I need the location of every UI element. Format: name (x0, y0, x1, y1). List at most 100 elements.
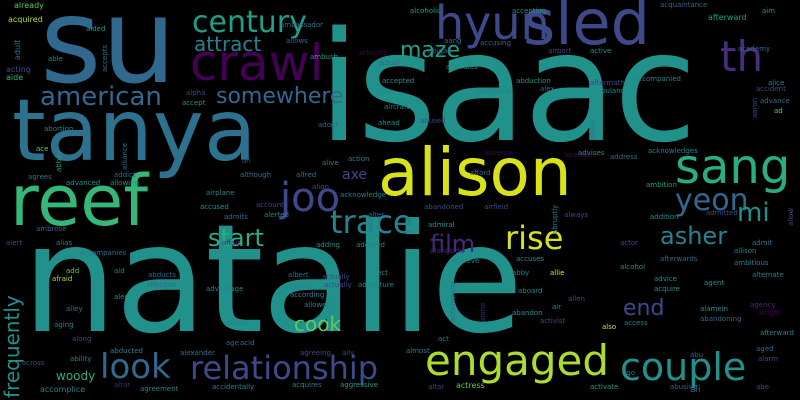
word-able: able (48, 55, 63, 63)
word-alternate: alternate (752, 271, 784, 279)
word-allowing: allowing (110, 179, 140, 187)
word-affection: affection (146, 281, 177, 289)
word-adding: adding (316, 241, 341, 249)
word-actor: actor (620, 239, 639, 247)
word-film: film (430, 230, 476, 258)
word-adopt: adopt (318, 121, 339, 129)
word-ambition: ambition (646, 181, 677, 189)
word-air: air (552, 303, 562, 311)
word-alcoholic: alcoholic (410, 7, 441, 15)
word-afford: afford (470, 169, 491, 177)
word-ambulance: ambulance (590, 87, 629, 95)
word-action: action (348, 155, 370, 163)
word-attract: attract (194, 32, 262, 56)
word-almost: almost (406, 347, 430, 355)
word-abu: abu (690, 351, 704, 359)
word-agrees: agrees (28, 173, 52, 181)
word-alliance: alliance (121, 142, 129, 170)
word-activates: activates (446, 63, 478, 71)
word-aaron: aaron (751, 97, 759, 118)
word-according: according (290, 291, 325, 299)
word-abducts: abducts (148, 271, 176, 279)
word-abusive: abusive (670, 383, 698, 391)
word-accompanies: accompanies (80, 249, 127, 257)
word-afraid: afraid (52, 275, 73, 283)
word-acquired: acquired (8, 15, 43, 24)
word-aged: aged (756, 345, 774, 353)
word-ambassador: ambassador (280, 21, 324, 29)
word-accused: accused (200, 203, 229, 211)
word-ace: ace (36, 145, 49, 153)
word-accepted: accepted (382, 77, 415, 85)
word-advanced: advanced (66, 179, 101, 187)
word-affair: affair (222, 239, 241, 247)
word-accuses: accuses (516, 255, 545, 263)
word-alias: alias (56, 239, 73, 247)
word-axe: axe (342, 167, 368, 183)
word-agent: agent (704, 279, 725, 287)
word-abuse: abuse (226, 319, 248, 327)
word-airfield: airfield (484, 203, 509, 211)
word-admitted: admitted (706, 209, 738, 217)
word-yeon: yeon (675, 183, 749, 218)
word-cook: cook (294, 312, 342, 336)
word-acknowledge: acknowledge (340, 191, 387, 199)
word-absence: absence (484, 149, 514, 157)
word-accident: accident (756, 85, 786, 93)
word-alexander: alexander (180, 349, 215, 357)
word-couple: couple (620, 345, 747, 389)
word-activate: activate (590, 383, 619, 391)
word-aide: aide (6, 73, 24, 82)
word-acquires: acquires (292, 381, 322, 389)
word-additional: additional (476, 87, 511, 95)
word-alright: alright (758, 309, 781, 317)
word-allie: allie (550, 269, 565, 277)
word-abduction: abduction (516, 77, 551, 85)
word-abandoning: abandoning (700, 315, 742, 323)
word-accept: accept (182, 99, 206, 107)
word-sled: sled (523, 0, 651, 59)
word-abe: abe (756, 383, 770, 391)
word-abruptly: abruptly (551, 204, 559, 234)
word-agreement: agreement (140, 385, 179, 393)
word-alec: alec (114, 293, 129, 301)
word-allison: allison (734, 247, 757, 255)
word-sang: sang (675, 139, 791, 195)
word-admiral: admiral (428, 221, 455, 229)
word-acid: acid (240, 339, 255, 347)
word-adam: adam (589, 120, 597, 140)
word-adoptive: adoptive (378, 93, 409, 101)
word-accusing: accusing (480, 39, 511, 47)
word-aided: aided (86, 25, 106, 33)
word-isaac: isaac (318, 0, 697, 176)
word-aftermath: aftermath (590, 79, 625, 87)
word-asher: asher (660, 222, 728, 250)
word-align: align (312, 183, 330, 191)
word-ah: ah (242, 157, 251, 165)
word-natalie: natalie (22, 193, 523, 367)
word-account: account (256, 201, 284, 209)
word-ali: ali (690, 385, 701, 395)
word-alarm: alarm (758, 355, 779, 363)
word-alfred: alfred (296, 171, 317, 179)
word-allowed: allowed (304, 301, 331, 309)
word-active: active (590, 47, 612, 55)
word-start: start (208, 224, 264, 252)
word-alert: alert (6, 239, 23, 247)
word-alongside: alongside (430, 247, 464, 255)
word-aim: aim (762, 7, 776, 15)
word-already: already (14, 1, 44, 10)
word-act: act (438, 335, 449, 343)
word-joo: joo (280, 175, 341, 221)
word-ambush: ambush (310, 53, 339, 61)
word-afterlife: afterlife (284, 283, 312, 291)
word-abbey: abbey (55, 150, 63, 172)
word-trace: trace (330, 203, 413, 241)
word-rise: rise (505, 219, 564, 257)
word-abandon: abandon (564, 151, 595, 159)
word-abducted: abducted (110, 347, 143, 355)
word-also: also (602, 323, 617, 331)
word-address: address (610, 153, 638, 161)
word-acting: acting (6, 65, 31, 74)
